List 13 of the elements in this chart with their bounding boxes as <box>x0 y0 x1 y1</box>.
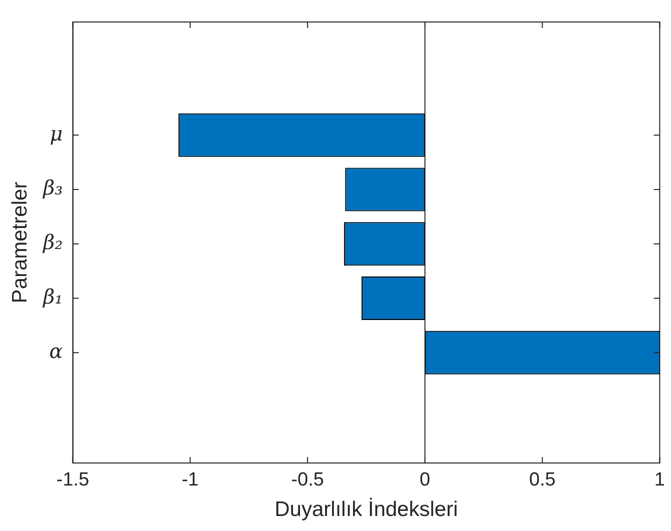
x-tick-label: 0.5 <box>529 470 556 491</box>
y-tick-label: β₂ <box>42 230 63 254</box>
y-axis-title: Parametreler <box>8 182 32 304</box>
x-axis-title: Duyarlılık İndeksleri <box>274 497 458 522</box>
x-tick-label: -1.5 <box>56 470 90 491</box>
x-tick-label: 1 <box>654 470 666 491</box>
y-tick-label: μ <box>50 121 63 146</box>
x-tick-label: -0.5 <box>291 470 324 491</box>
y-tick-label: β₁ <box>42 284 63 308</box>
y-tick-label: β₃ <box>42 176 63 200</box>
x-tick-label: -1 <box>182 470 199 491</box>
y-tick-label: α <box>49 338 64 363</box>
x-tick-label: 0 <box>420 470 430 491</box>
